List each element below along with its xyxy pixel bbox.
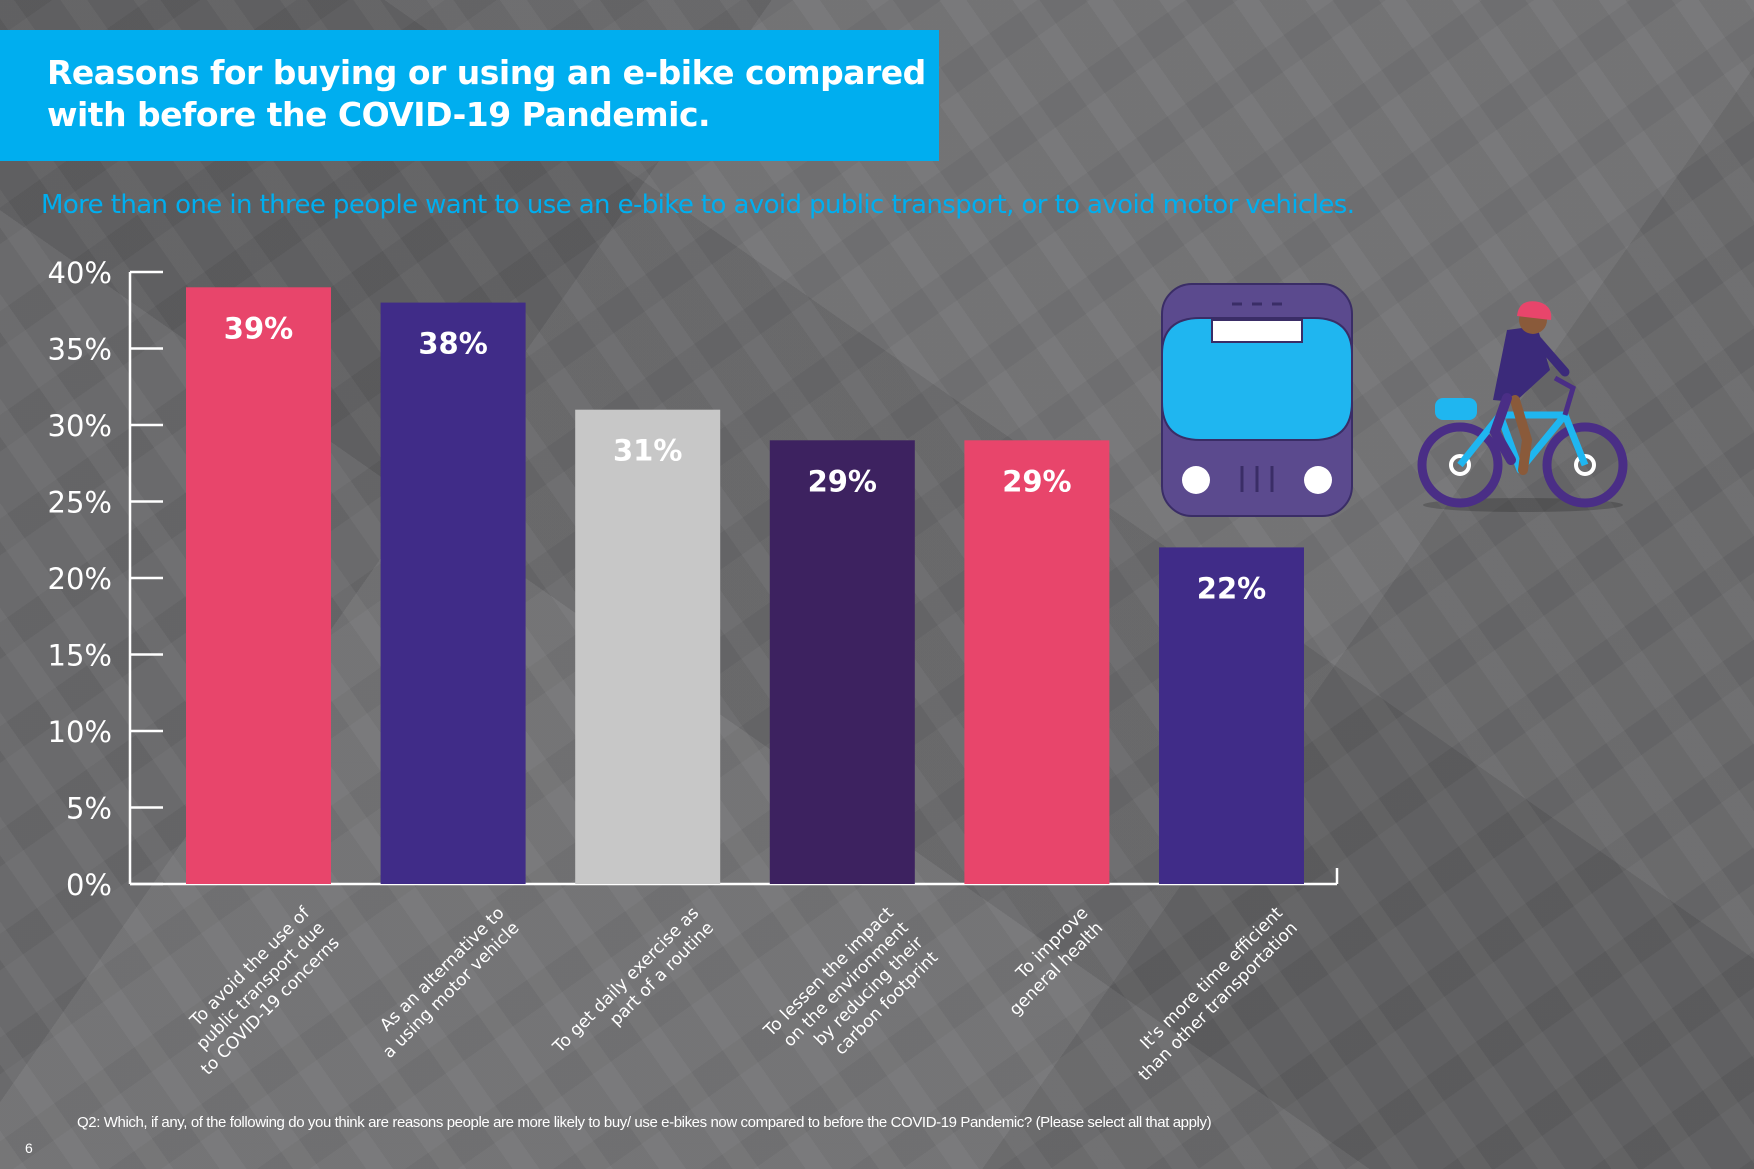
- x-tick-label-line: It's more time efficient: [1137, 903, 1288, 1054]
- x-tick-label-line: than other transportation: [1135, 918, 1302, 1085]
- y-tick-label: 25%: [48, 486, 112, 520]
- y-tick-label: 20%: [48, 562, 112, 596]
- y-tick-label: 10%: [48, 715, 112, 749]
- bus-icon: [1161, 283, 1353, 517]
- page-title: Reasons for buying or using an e-bike co…: [47, 53, 926, 134]
- x-tick-label: As an alternative toa using motor vehicl…: [376, 903, 523, 1062]
- x-tick-label-line: a using motor vehicle: [379, 918, 523, 1062]
- y-tick-label: 30%: [48, 409, 112, 443]
- bar-data-label: 22%: [1197, 571, 1266, 605]
- y-tick-label: 15%: [48, 639, 112, 673]
- y-tick-label: 35%: [48, 333, 112, 367]
- bar: [186, 287, 331, 884]
- y-axis: 0% 5% 10% 15% 20% 25% 30% 35% 40%: [48, 256, 1339, 902]
- y-tick-label: 0%: [66, 868, 112, 902]
- bar: [964, 440, 1110, 884]
- title-banner: Reasons for buying or using an e-bike co…: [0, 30, 939, 161]
- bar-data-label: 29%: [808, 464, 877, 498]
- survey-question-footnote: Q2: Which, if any, of the following do y…: [77, 1114, 1212, 1131]
- bar: [1159, 547, 1304, 884]
- x-tick-label-line: public transport due: [193, 918, 329, 1054]
- bar-data-label: 31%: [613, 434, 682, 468]
- bar: [380, 302, 526, 885]
- y-tick-label: 40%: [48, 256, 112, 290]
- y-tick-label: 5%: [66, 792, 112, 826]
- page-number: 6: [25, 1140, 33, 1156]
- page-subtitle: More than one in three people want to us…: [41, 190, 1355, 220]
- x-tick-label-line: To get daily exercise as: [549, 903, 704, 1058]
- bar-data-label: 29%: [1002, 464, 1071, 498]
- bars: 39% 38% 31% 29% 29% 22%: [186, 287, 1304, 885]
- bar: [575, 409, 721, 884]
- bar-data-label: 39%: [224, 311, 293, 345]
- bar: [769, 440, 915, 884]
- bar-data-label: 38%: [418, 327, 487, 361]
- cyclist-on-ebike-icon: [1417, 301, 1628, 512]
- x-tick-label-line: As an alternative to: [376, 903, 508, 1035]
